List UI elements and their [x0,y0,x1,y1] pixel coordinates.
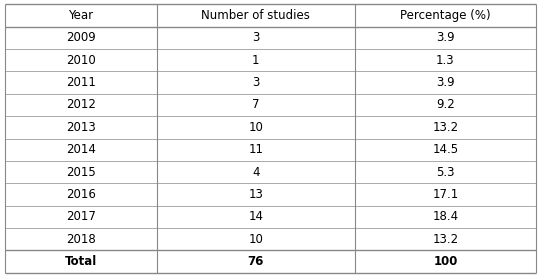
Text: 2016: 2016 [66,188,96,201]
Text: 2017: 2017 [66,210,96,223]
Text: 11: 11 [248,143,263,156]
Text: Number of studies: Number of studies [201,9,311,22]
Text: Total: Total [65,255,97,268]
Text: 2012: 2012 [66,98,96,111]
Text: 2013: 2013 [66,121,96,134]
Text: 2010: 2010 [66,54,96,67]
Text: 1.3: 1.3 [436,54,455,67]
Text: 3: 3 [252,31,260,44]
Text: 2009: 2009 [66,31,96,44]
Text: 14: 14 [248,210,263,223]
Text: 100: 100 [433,255,458,268]
Text: 13: 13 [248,188,263,201]
Text: 10: 10 [248,233,263,246]
Text: 3: 3 [252,76,260,89]
Text: 14.5: 14.5 [432,143,459,156]
Text: 2014: 2014 [66,143,96,156]
Text: 76: 76 [248,255,264,268]
Text: 13.2: 13.2 [432,121,459,134]
Text: 2015: 2015 [66,166,96,179]
Text: 17.1: 17.1 [432,188,459,201]
Text: 18.4: 18.4 [432,210,459,223]
Text: 4: 4 [252,166,260,179]
Text: 2011: 2011 [66,76,96,89]
Text: 10: 10 [248,121,263,134]
Text: 5.3: 5.3 [436,166,454,179]
Text: 1: 1 [252,54,260,67]
Text: 9.2: 9.2 [436,98,455,111]
Text: 3.9: 3.9 [436,76,455,89]
Text: 3.9: 3.9 [436,31,455,44]
Text: Year: Year [68,9,94,22]
Text: Percentage (%): Percentage (%) [400,9,491,22]
Text: 7: 7 [252,98,260,111]
Text: 13.2: 13.2 [432,233,459,246]
Text: 2018: 2018 [66,233,96,246]
